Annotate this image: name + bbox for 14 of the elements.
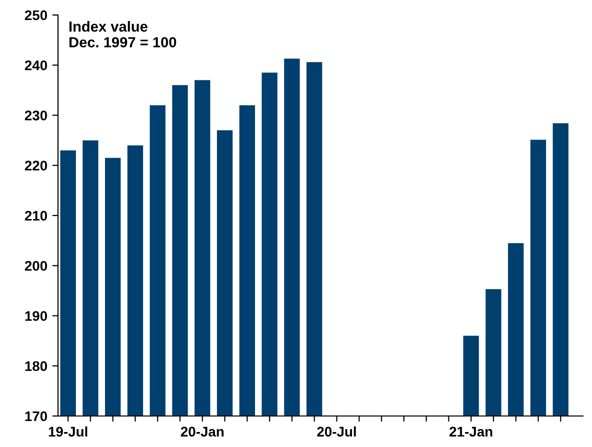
x-tick-label: 20-Jan bbox=[180, 426, 224, 437]
y-tick-label: 180 bbox=[25, 361, 48, 372]
x-tick-label: 21-Jan bbox=[450, 426, 492, 437]
y-tick-label: 210 bbox=[24, 210, 48, 221]
y-tick-label: 220 bbox=[24, 160, 48, 171]
y-tick-label: 170 bbox=[25, 411, 48, 422]
y-tick-label: 240 bbox=[24, 60, 48, 70]
y-tick-label: 200 bbox=[24, 260, 48, 271]
y-tick-label: 190 bbox=[25, 311, 48, 321]
x-tick-label: 19-Jul bbox=[48, 426, 88, 437]
x-tick-label: 20-Jul bbox=[317, 426, 356, 437]
y-tick-label: 250 bbox=[24, 10, 48, 20]
y-tick-label: 230 bbox=[24, 110, 48, 120]
annotation: Index value Dec. 1997 = 100 bbox=[69, 21, 176, 48]
